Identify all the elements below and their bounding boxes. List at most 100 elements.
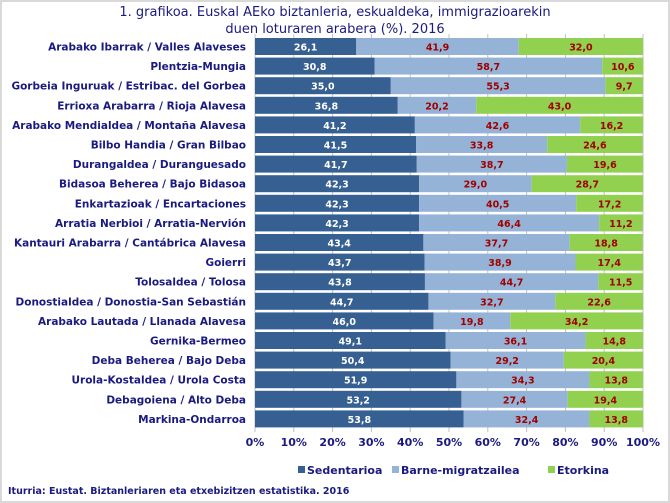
- data-label: 46,0: [333, 317, 357, 328]
- data-label: 32,0: [569, 43, 593, 54]
- data-label: 33,8: [470, 141, 494, 152]
- data-label: 9,7: [616, 82, 633, 93]
- bar-segment: [555, 292, 643, 310]
- data-label: 17,2: [598, 199, 621, 210]
- x-tick-label: 20%: [319, 436, 345, 449]
- data-label: 27,4: [503, 395, 527, 406]
- bar-segment: [575, 253, 643, 271]
- data-label: 35,0: [311, 82, 335, 93]
- bar-segment: [547, 136, 643, 153]
- data-label: 14,8: [603, 337, 627, 348]
- data-label: 11,2: [609, 219, 632, 230]
- bar-segment: [576, 194, 643, 212]
- bar-segment: [424, 273, 599, 291]
- category-label: Arratia Nerbioi / Arratia-Nervión: [55, 218, 246, 230]
- data-label: 42,3: [325, 180, 348, 191]
- bar-segment: [602, 57, 644, 75]
- data-label: 43,0: [548, 101, 572, 112]
- data-label: 11,5: [609, 278, 632, 289]
- data-label: 58,7: [477, 62, 500, 73]
- data-label: 46,4: [497, 219, 521, 230]
- data-label: 44,7: [330, 297, 353, 308]
- bar-segment: [255, 253, 425, 271]
- bar-segment: [510, 312, 643, 330]
- bar-segment: [255, 312, 434, 330]
- bar-segment: [423, 234, 570, 251]
- data-label: 30,8: [303, 62, 327, 73]
- category-label: Tolosaldea / Tolosa: [135, 277, 246, 289]
- data-label: 32,7: [480, 297, 503, 308]
- data-label: 49,1: [339, 337, 362, 348]
- bar-segment: [255, 38, 357, 55]
- x-tick-label: 0%: [246, 436, 265, 449]
- data-label: 10,6: [611, 62, 635, 73]
- data-label: 40,5: [486, 199, 509, 210]
- x-tick-label: 30%: [358, 436, 384, 449]
- data-label: 13,8: [605, 376, 629, 387]
- bar-segment: [598, 273, 643, 291]
- bar-segment: [585, 332, 643, 349]
- category-label: Durangaldea / Duranguesado: [73, 159, 246, 171]
- bar-segment: [255, 96, 398, 114]
- category-label: Debagoiena / Alto Deba: [106, 394, 246, 406]
- bar-segment: [428, 292, 556, 310]
- data-label: 41,9: [426, 43, 449, 54]
- bar-segment: [255, 116, 415, 134]
- bar-segment: [518, 38, 643, 55]
- category-label: Goierri: [205, 257, 246, 269]
- category-label: Gernika-Bermeo: [150, 336, 246, 348]
- category-label: Arabako Mendialdea / Montaña Alavesa: [12, 120, 246, 132]
- data-label: 34,2: [565, 317, 588, 328]
- bar-segment: [563, 351, 643, 369]
- data-label: 29,2: [495, 356, 518, 367]
- x-tick-label: 60%: [475, 436, 501, 449]
- x-tick-label: 50%: [436, 436, 462, 449]
- bar-segment: [599, 214, 643, 232]
- bar-segment: [589, 410, 643, 428]
- data-label: 26,1: [294, 43, 317, 54]
- bar-segment: [390, 77, 606, 95]
- category-label: Arabako Ibarrak / Valles Alaveses: [48, 42, 246, 54]
- data-label: 19,8: [460, 317, 484, 328]
- data-label: 50,4: [341, 356, 365, 367]
- data-label: 53,8: [348, 415, 372, 426]
- bar-segment: [255, 155, 417, 173]
- category-label: Arabako Lautada / Llanada Alavesa: [38, 316, 246, 328]
- data-label: 38,7: [480, 160, 503, 171]
- x-tick-label: 70%: [513, 436, 539, 449]
- data-label: 51,9: [344, 376, 367, 387]
- bar-segment: [580, 116, 643, 134]
- x-tick-label: 80%: [552, 436, 578, 449]
- x-tick-label: 100%: [626, 436, 660, 449]
- bar-segment: [255, 194, 420, 212]
- data-label: 18,8: [594, 239, 618, 250]
- bar-segment: [255, 371, 457, 389]
- legend-label: Etorkina: [557, 464, 609, 477]
- legend-swatch: [548, 466, 555, 473]
- bar-segment: [419, 214, 600, 232]
- category-label: Enkartazioak / Encartaciones: [75, 198, 246, 210]
- bar-segment: [433, 312, 511, 330]
- bar-segment: [566, 155, 643, 173]
- legend-label: Sedentarioa: [307, 464, 382, 477]
- bar-segment: [255, 273, 425, 291]
- bar-segment: [445, 332, 586, 349]
- category-label: Markina-Ondarroa: [138, 414, 246, 426]
- data-label: 37,7: [485, 239, 508, 250]
- data-label: 16,2: [600, 121, 623, 132]
- bar-segment: [255, 175, 420, 193]
- bar-segment: [356, 38, 519, 55]
- data-label: 42,3: [325, 199, 348, 210]
- bar-segment: [255, 351, 451, 369]
- data-label: 29,0: [464, 180, 488, 191]
- bar-segment: [374, 57, 603, 75]
- category-label: Urola-Kostaldea / Urola Costa: [72, 375, 246, 387]
- bar-segment: [456, 371, 590, 389]
- bar-segment: [397, 96, 477, 114]
- bar-segment: [450, 351, 564, 369]
- data-label: 41,2: [323, 121, 346, 132]
- bar-segment: [569, 234, 643, 251]
- data-label: 44,7: [500, 278, 523, 289]
- category-label: Bilbo Handia / Gran Bilbao: [91, 140, 246, 152]
- data-label: 28,7: [576, 180, 599, 191]
